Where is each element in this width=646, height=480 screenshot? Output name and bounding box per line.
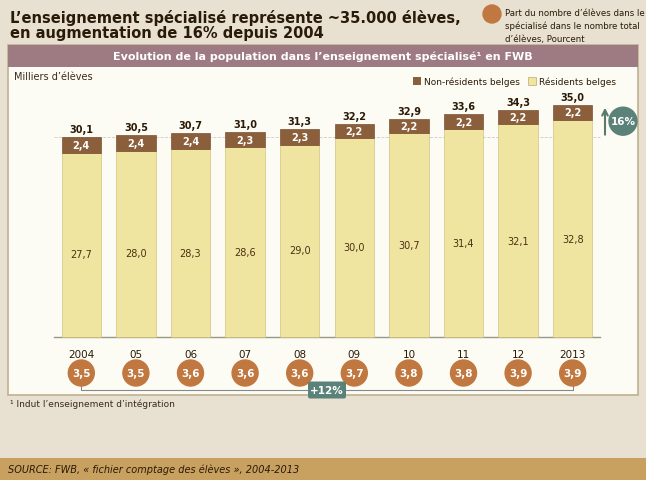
Text: 09: 09 xyxy=(348,349,361,359)
Bar xyxy=(116,136,156,152)
Text: 3,5: 3,5 xyxy=(72,368,90,378)
Text: 2,2: 2,2 xyxy=(346,127,363,136)
Bar xyxy=(499,125,537,337)
Text: Résidents belges: Résidents belges xyxy=(539,77,616,86)
Text: 06: 06 xyxy=(184,349,197,359)
Text: L’enseignement spécialisé représente ~35.000 élèves,: L’enseignement spécialisé représente ~35… xyxy=(10,10,461,26)
Bar xyxy=(280,145,319,337)
Text: SOURCE: FWB, « fichier comptage des élèves », 2004-2013: SOURCE: FWB, « fichier comptage des élèv… xyxy=(8,464,299,474)
Bar xyxy=(8,46,638,395)
Circle shape xyxy=(609,108,637,136)
Bar xyxy=(444,115,483,130)
Text: 2,3: 2,3 xyxy=(291,133,308,143)
Bar xyxy=(8,46,638,68)
Bar xyxy=(171,150,210,337)
Circle shape xyxy=(559,360,586,386)
Text: ¹ Indut l’enseignement d’intégration: ¹ Indut l’enseignement d’intégration xyxy=(10,399,175,408)
Bar xyxy=(61,154,101,337)
Text: 28,6: 28,6 xyxy=(234,247,256,257)
Text: 30,0: 30,0 xyxy=(344,243,365,253)
Text: 2013: 2013 xyxy=(559,349,586,359)
Bar xyxy=(553,120,592,337)
Text: 3,7: 3,7 xyxy=(345,368,364,378)
Text: Evolution de la population dans l’enseignement spécialisé¹ en FWB: Evolution de la population dans l’enseig… xyxy=(113,52,533,62)
Bar xyxy=(390,120,428,134)
Text: 3,8: 3,8 xyxy=(454,368,473,378)
Text: Milliers d’élèves: Milliers d’élèves xyxy=(14,72,92,82)
Text: 2,2: 2,2 xyxy=(455,117,472,127)
Text: 2,4: 2,4 xyxy=(127,139,145,149)
Circle shape xyxy=(68,360,94,386)
Bar xyxy=(225,133,265,148)
Bar xyxy=(61,138,101,154)
Bar xyxy=(553,106,592,120)
Bar xyxy=(0,458,646,480)
Text: 12: 12 xyxy=(512,349,525,359)
Bar xyxy=(390,134,428,337)
Text: 3,9: 3,9 xyxy=(509,368,527,378)
Text: 16%: 16% xyxy=(610,117,636,127)
FancyBboxPatch shape xyxy=(308,382,346,399)
Bar xyxy=(499,110,537,125)
Text: 2,3: 2,3 xyxy=(236,135,254,145)
Bar xyxy=(280,130,319,145)
Text: 28,0: 28,0 xyxy=(125,249,147,259)
Text: 2004: 2004 xyxy=(68,349,94,359)
Text: 32,8: 32,8 xyxy=(562,235,583,245)
Text: 35,0: 35,0 xyxy=(561,93,585,103)
Text: 30,1: 30,1 xyxy=(69,125,93,135)
Text: 2,2: 2,2 xyxy=(401,122,417,132)
Text: en augmentation de 16% depuis 2004: en augmentation de 16% depuis 2004 xyxy=(10,26,324,41)
Circle shape xyxy=(341,360,368,386)
Circle shape xyxy=(287,360,313,386)
Text: 32,9: 32,9 xyxy=(397,107,421,117)
Bar xyxy=(335,124,374,139)
Text: Non-résidents belges: Non-résidents belges xyxy=(424,77,520,86)
Text: 07: 07 xyxy=(238,349,252,359)
Text: 2,4: 2,4 xyxy=(182,137,199,147)
Circle shape xyxy=(396,360,422,386)
Text: 2,2: 2,2 xyxy=(564,108,581,118)
Text: 28,3: 28,3 xyxy=(180,248,202,258)
Bar xyxy=(225,148,265,337)
Text: 3,9: 3,9 xyxy=(563,368,582,378)
Text: 31,0: 31,0 xyxy=(233,120,257,130)
Text: 27,7: 27,7 xyxy=(70,250,92,260)
Text: 30,7: 30,7 xyxy=(398,241,420,251)
Text: 30,5: 30,5 xyxy=(124,123,148,133)
Text: 3,5: 3,5 xyxy=(127,368,145,378)
Text: +12%: +12% xyxy=(310,385,344,395)
Text: 3,8: 3,8 xyxy=(400,368,418,378)
Bar xyxy=(444,130,483,337)
Text: 32,1: 32,1 xyxy=(507,237,529,247)
Text: 2,4: 2,4 xyxy=(72,141,90,151)
Bar xyxy=(335,139,374,337)
Bar xyxy=(116,152,156,337)
Text: 32,2: 32,2 xyxy=(342,111,366,121)
Text: 2,2: 2,2 xyxy=(510,113,526,122)
Text: 3,6: 3,6 xyxy=(291,368,309,378)
Text: 31,3: 31,3 xyxy=(287,117,312,127)
Text: 29,0: 29,0 xyxy=(289,246,311,256)
Bar xyxy=(413,78,421,86)
Text: 3,6: 3,6 xyxy=(236,368,255,378)
Bar xyxy=(171,134,210,150)
Text: 30,7: 30,7 xyxy=(178,121,202,131)
Text: 05: 05 xyxy=(129,349,143,359)
Text: 31,4: 31,4 xyxy=(453,239,474,249)
Text: 11: 11 xyxy=(457,349,470,359)
Circle shape xyxy=(450,360,477,386)
Text: 08: 08 xyxy=(293,349,306,359)
Bar xyxy=(528,78,536,86)
Circle shape xyxy=(483,6,501,24)
Text: 33,6: 33,6 xyxy=(452,102,475,112)
Circle shape xyxy=(232,360,258,386)
Circle shape xyxy=(123,360,149,386)
Circle shape xyxy=(178,360,203,386)
Text: 34,3: 34,3 xyxy=(506,97,530,108)
Text: 3,6: 3,6 xyxy=(182,368,200,378)
Circle shape xyxy=(505,360,531,386)
Text: 10: 10 xyxy=(402,349,415,359)
Text: Part du nombre d’élèves dans le
spécialisé dans le nombre total
d’élèves, Pource: Part du nombre d’élèves dans le spéciali… xyxy=(505,9,645,44)
